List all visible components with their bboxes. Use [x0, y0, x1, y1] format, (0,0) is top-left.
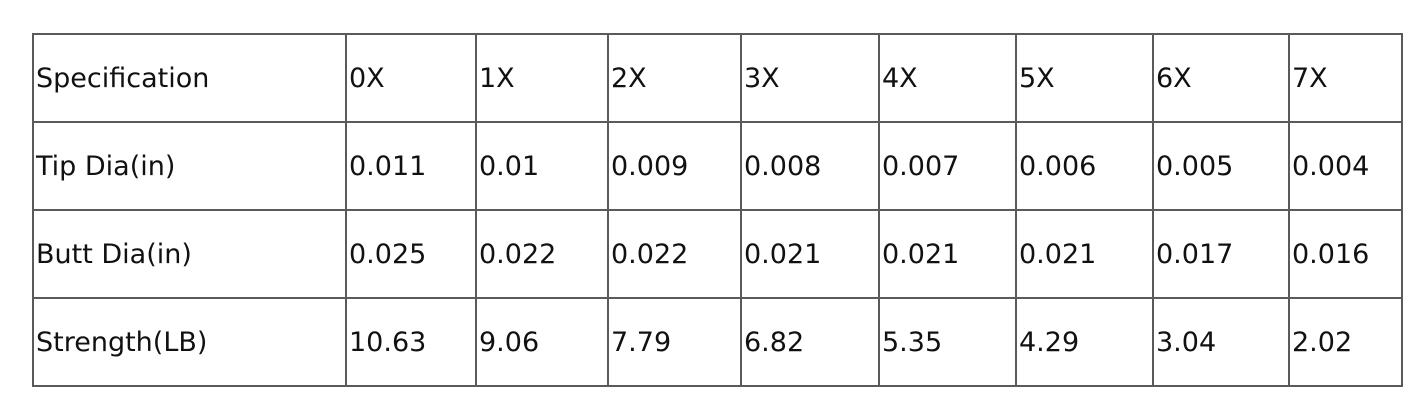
table-cell: 0.022	[607, 209, 742, 299]
header-cell: 0X	[345, 33, 477, 123]
table-cell: 0.005	[1152, 121, 1290, 211]
header-cell: 1X	[475, 33, 609, 123]
table-cell: 3.04	[1152, 297, 1290, 387]
table-cell: 0.016	[1288, 209, 1403, 299]
header-cell: Specification	[32, 33, 347, 123]
table-cell: 0.004	[1288, 121, 1403, 211]
header-row: Specification 0X 1X 2X 3X 4X 5X 6X 7X	[32, 33, 1403, 123]
table-cell: 0.021	[1015, 209, 1154, 299]
table-cell: 0.007	[878, 121, 1017, 211]
header-cell: 3X	[740, 33, 880, 123]
table-cell: 0.008	[740, 121, 880, 211]
header-cell: 7X	[1288, 33, 1403, 123]
table-cell: 2.02	[1288, 297, 1403, 387]
row-label-cell: Tip Dia(in)	[32, 121, 347, 211]
header-cell: 4X	[878, 33, 1017, 123]
table-row: Tip Dia(in) 0.011 0.01 0.009 0.008 0.007 0.006…	[32, 121, 1403, 211]
table-row: Strength(LB) 10.63 9.06 7.79 6.82 5.35 4.29 3.0…	[32, 297, 1403, 387]
header-cell: 5X	[1015, 33, 1154, 123]
table-cell: 4.29	[1015, 297, 1154, 387]
row-label-cell: Strength(LB)	[32, 297, 347, 387]
table-cell: 6.82	[740, 297, 880, 387]
header-cell: 2X	[607, 33, 742, 123]
table-cell: 5.35	[878, 297, 1017, 387]
table-row: Butt Dia(in) 0.025 0.022 0.022 0.021 0.021 0.0…	[32, 209, 1403, 299]
table-cell: 0.01	[475, 121, 609, 211]
table-cell: 0.009	[607, 121, 742, 211]
specification-table: Specification 0X 1X 2X 3X 4X 5X 6X 7X Tip Dia(in)…	[32, 33, 1403, 387]
table-cell: 0.006	[1015, 121, 1154, 211]
table-cell: 0.017	[1152, 209, 1290, 299]
table-cell: 10.63	[345, 297, 477, 387]
table-cell: 0.021	[740, 209, 880, 299]
row-label-cell: Butt Dia(in)	[32, 209, 347, 299]
table-cell: 0.025	[345, 209, 477, 299]
table-cell: 0.021	[878, 209, 1017, 299]
table-cell: 7.79	[607, 297, 742, 387]
header-cell: 6X	[1152, 33, 1290, 123]
table-cell: 0.022	[475, 209, 609, 299]
table-cell: 9.06	[475, 297, 609, 387]
table-cell: 0.011	[345, 121, 477, 211]
